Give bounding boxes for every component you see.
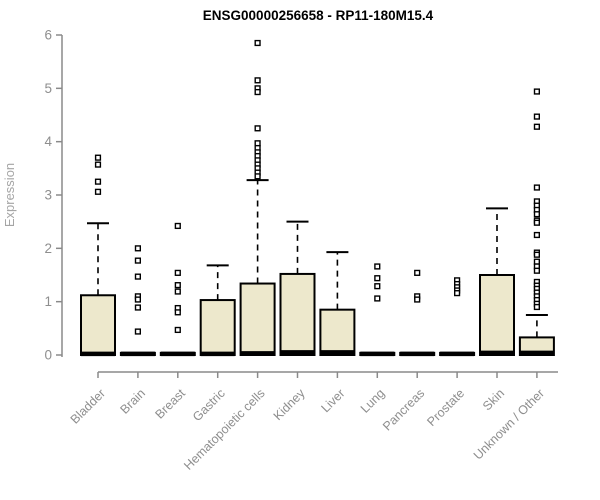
y-tick-label: 2 xyxy=(44,241,52,256)
outlier-point xyxy=(254,173,261,180)
outlier-point xyxy=(254,140,261,147)
x-tick-label: Kidney xyxy=(271,386,308,423)
x-tick-label: Prostate xyxy=(424,386,467,429)
outlier-point xyxy=(533,231,541,239)
chart-title: ENSG00000256658 - RP11-180M15.4 xyxy=(203,8,434,23)
outlier-point xyxy=(174,269,181,276)
box xyxy=(479,274,515,356)
y-tick-label: 0 xyxy=(44,348,52,363)
x-tick-label: Bladder xyxy=(68,386,108,426)
outlier-point xyxy=(533,113,541,120)
y-axis-label: Expression xyxy=(2,163,17,227)
box xyxy=(279,272,316,356)
outlier-point xyxy=(174,222,181,230)
y-tick-label: 5 xyxy=(44,81,52,96)
outlier-point xyxy=(533,219,541,226)
x-tick-label: Unknown / Other xyxy=(471,386,547,462)
outlier-point xyxy=(533,123,541,130)
outlier-point xyxy=(254,88,261,96)
outlier-point xyxy=(174,309,181,316)
outlier-point xyxy=(454,290,461,297)
box xyxy=(80,294,116,356)
outlier-point xyxy=(533,88,541,95)
outlier-point xyxy=(374,295,381,302)
box xyxy=(239,282,276,356)
outlier-point xyxy=(134,245,142,252)
outlier-point xyxy=(414,296,421,303)
outlier-point xyxy=(94,188,102,195)
y-tick-label: 6 xyxy=(44,28,52,43)
outlier-point xyxy=(174,282,181,289)
box xyxy=(319,308,356,356)
outlier-point xyxy=(533,184,541,191)
x-tick-label: Skin xyxy=(480,386,507,413)
outlier-point xyxy=(414,269,421,276)
outlier-point xyxy=(94,154,102,161)
box xyxy=(199,299,236,357)
x-tick-label: Gastric xyxy=(190,386,228,424)
outlier-point xyxy=(174,288,181,295)
outlier-point xyxy=(374,283,381,290)
x-tick-label: Liver xyxy=(318,386,347,415)
y-tick-label: 1 xyxy=(44,294,52,309)
outlier-point xyxy=(134,296,142,303)
outlier-point xyxy=(374,275,381,282)
y-tick-label: 3 xyxy=(44,188,52,203)
outlier-point xyxy=(254,77,261,84)
y-tick-label: 4 xyxy=(44,134,52,149)
outlier-point xyxy=(94,161,102,168)
x-tick-label: Pancreas xyxy=(380,386,427,433)
x-tick-label: Lung xyxy=(358,386,388,416)
outlier-point xyxy=(533,211,541,218)
x-tick-label: Breast xyxy=(152,386,188,422)
outlier-point xyxy=(174,326,181,334)
outlier-point xyxy=(94,178,102,185)
outlier-point xyxy=(533,251,541,258)
outlier-point xyxy=(134,257,142,264)
x-tick-label: Brain xyxy=(117,386,148,417)
outlier-point xyxy=(374,263,381,270)
boxes-layer xyxy=(80,39,555,357)
outlier-point xyxy=(134,304,142,311)
outlier-point xyxy=(134,328,142,335)
outlier-point xyxy=(533,267,541,274)
outlier-point xyxy=(254,125,261,132)
outlier-point xyxy=(533,258,541,265)
outlier-point xyxy=(134,273,142,280)
outlier-point xyxy=(254,39,261,47)
outlier-point xyxy=(533,303,541,311)
